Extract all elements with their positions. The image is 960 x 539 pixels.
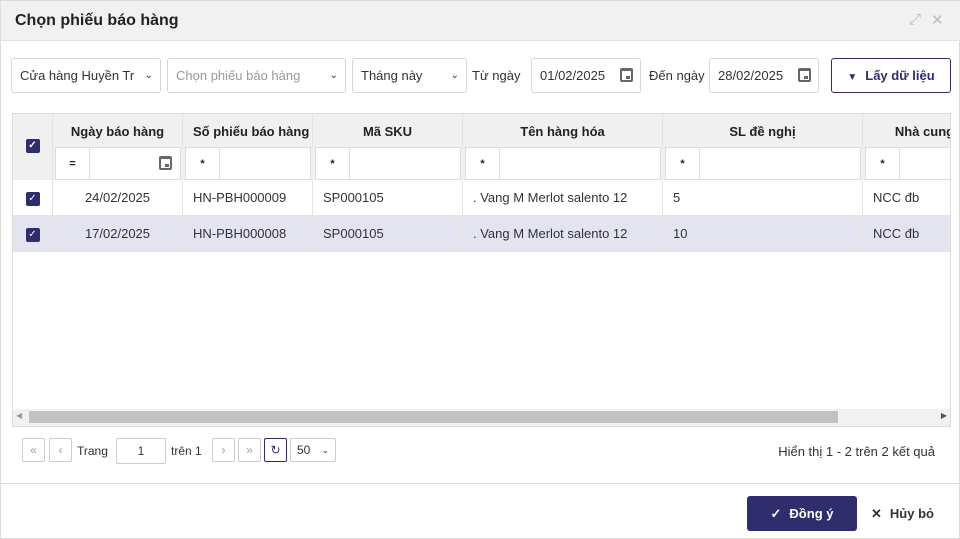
from-date-value: 01/02/2025	[540, 68, 606, 83]
column-header[interactable]: Tên hàng hóa	[463, 114, 663, 147]
ok-button[interactable]: ✓ Đồng ý	[747, 496, 857, 531]
filter-operator[interactable]: *	[316, 148, 350, 179]
table-row[interactable]: ✓ 17/02/2025 HN-PBH000008 SP000105. Vang M …	[13, 216, 950, 252]
row-checkbox[interactable]: ✓	[13, 216, 53, 251]
check-icon: ✓	[25, 227, 40, 242]
chevron-down-icon: ⌄	[450, 70, 459, 81]
table-cell: . Vang M Merlot salento 12	[463, 216, 663, 251]
to-date-label: Đến ngày	[649, 68, 705, 83]
to-date-input[interactable]: 28/02/2025	[709, 58, 819, 93]
voucher-select[interactable]: Chọn phiếu báo hàng ⌄	[167, 58, 346, 93]
close-icon: ✕	[871, 506, 882, 521]
header-row: ✓ Ngày báo hàng = Số phiếu báo hàng * Mã S…	[13, 114, 950, 180]
column-filter[interactable]: *	[865, 147, 950, 180]
maximize-icon[interactable]: ⤢	[909, 11, 922, 28]
column-filter[interactable]: =	[55, 147, 181, 180]
chevron-down-icon: ⌄	[321, 445, 329, 455]
column-filter[interactable]: *	[665, 147, 861, 180]
column-filter[interactable]: *	[185, 147, 311, 180]
check-icon: ✓	[770, 506, 782, 521]
scroll-right-icon[interactable]: ▶	[940, 411, 947, 420]
prev-page-button[interactable]: ‹	[49, 438, 72, 462]
page-total: trên 1	[171, 444, 202, 458]
table-cell: NCC đb	[863, 216, 950, 251]
calendar-icon[interactable]	[620, 68, 633, 82]
table-cell: . Vang M Merlot salento 12	[463, 180, 663, 215]
table-cell: HN-PBH000009	[183, 180, 313, 215]
table-cell: 5	[663, 180, 863, 215]
filter-icon: ▼	[847, 72, 858, 83]
column-header[interactable]: Nhà cung cấp	[863, 114, 950, 147]
next-page-button[interactable]: ›	[212, 438, 235, 462]
column-header[interactable]: Số phiếu báo hàng	[183, 114, 313, 147]
store-select[interactable]: Cửa hàng Huyền Trần ⌄	[11, 58, 161, 93]
table-cell: NCC đb	[863, 180, 950, 215]
page-size-select[interactable]: 50 ⌄	[290, 438, 336, 462]
dialog-title: Chọn phiếu báo hàng	[15, 12, 179, 29]
store-value: Cửa hàng Huyền Trần	[20, 68, 134, 83]
check-icon: ✓	[25, 138, 40, 153]
filter-operator[interactable]: *	[866, 148, 900, 179]
page-input[interactable]: 1	[116, 438, 166, 464]
voucher-grid: ✓ Ngày báo hàng = Số phiếu báo hàng * Mã S…	[12, 113, 951, 427]
cancel-button[interactable]: ✕ Hủy bỏ	[871, 496, 934, 531]
from-date-input[interactable]: 01/02/2025	[531, 58, 641, 93]
last-page-button[interactable]: »	[238, 438, 261, 462]
calendar-icon[interactable]	[798, 68, 811, 82]
column-header[interactable]: Ngày báo hàng	[53, 114, 183, 147]
calendar-icon[interactable]	[159, 156, 172, 170]
check-icon: ✓	[25, 191, 40, 206]
voucher-placeholder: Chọn phiếu báo hàng	[176, 68, 301, 83]
table-cell: 24/02/2025	[53, 180, 183, 215]
column-header[interactable]: Mã SKU	[313, 114, 463, 147]
filter-operator[interactable]: *	[186, 148, 220, 179]
row-checkbox[interactable]: ✓	[13, 180, 53, 215]
filter-operator[interactable]: *	[666, 148, 700, 179]
first-page-button[interactable]: «	[22, 438, 45, 462]
table-cell: HN-PBH000008	[183, 216, 313, 251]
table-cell: 17/02/2025	[53, 216, 183, 251]
scrollbar-thumb[interactable]	[29, 411, 838, 423]
select-all-checkbox[interactable]: ✓	[13, 114, 53, 180]
column-header[interactable]: SL đề nghị	[663, 114, 863, 147]
period-value: Tháng này	[361, 68, 423, 83]
page-label: Trang	[77, 444, 108, 458]
close-icon[interactable]: ✕	[931, 12, 944, 29]
horizontal-scrollbar[interactable]: ◀ ▶	[13, 409, 950, 426]
get-data-label: Lấy dữ liệu	[865, 68, 935, 83]
dialog-titlebar: Chọn phiếu báo hàng ⤢ ✕	[1, 1, 960, 41]
cancel-label: Hủy bỏ	[889, 506, 934, 521]
column-filter[interactable]: *	[315, 147, 461, 180]
chevron-down-icon: ⌄	[329, 70, 338, 81]
column-filter[interactable]: *	[465, 147, 661, 180]
chevron-down-icon: ⌄	[144, 70, 153, 81]
result-summary: Hiển thị 1 - 2 trên 2 kết quả	[778, 444, 935, 459]
table-cell: SP000105	[313, 180, 463, 215]
table-cell: SP000105	[313, 216, 463, 251]
to-date-value: 28/02/2025	[718, 68, 784, 83]
page-size-value: 50	[297, 443, 311, 457]
scroll-left-icon[interactable]: ◀	[16, 411, 23, 420]
filter-operator[interactable]: =	[56, 148, 90, 179]
from-date-label: Từ ngày	[472, 68, 521, 83]
ok-label: Đồng ý	[789, 506, 834, 521]
table-row[interactable]: ✓ 24/02/2025 HN-PBH000009 SP000105. Vang M …	[13, 180, 950, 216]
period-select[interactable]: Tháng này ⌄	[352, 58, 467, 93]
filter-operator[interactable]: *	[466, 148, 500, 179]
divider	[1, 483, 960, 484]
refresh-button[interactable]: ↻	[264, 438, 287, 462]
refresh-icon: ↻	[270, 443, 281, 457]
table-cell: 10	[663, 216, 863, 251]
get-data-button[interactable]: ▼ Lấy dữ liệu	[831, 58, 951, 93]
